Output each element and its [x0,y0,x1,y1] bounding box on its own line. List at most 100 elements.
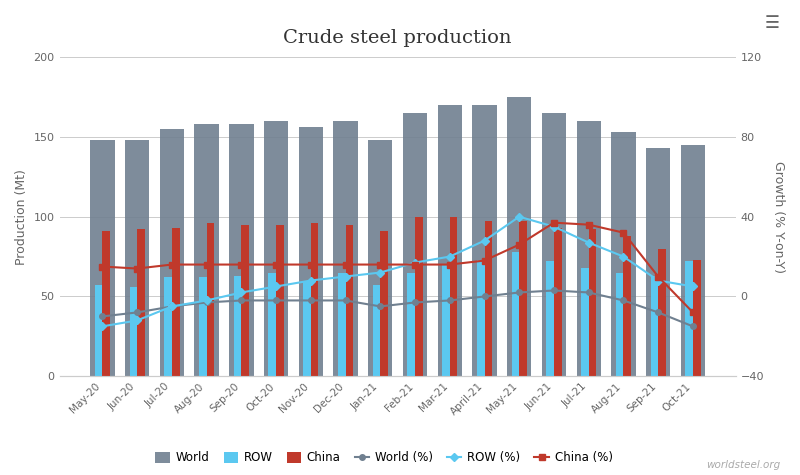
World (%) [132,310,142,315]
World (%) [688,323,698,329]
World (%) [514,290,524,295]
Bar [102,231,110,376]
World (%) [480,294,490,299]
World (%) [445,298,454,304]
Bar [230,124,254,376]
Bar [125,140,150,376]
China (%) [306,262,316,267]
Bar [90,140,114,376]
Bar [542,113,566,376]
Bar [242,225,249,376]
China (%) [445,262,454,267]
Bar [303,281,311,376]
World (%) [410,300,420,305]
Bar [298,127,323,376]
ROW (%) [654,278,663,284]
Bar [338,273,346,376]
Line: World (%): World (%) [100,288,696,329]
World (%) [549,288,558,294]
ROW (%) [271,284,281,289]
Bar [589,229,596,376]
Title: Crude steel production: Crude steel production [283,29,512,47]
Bar [511,252,519,376]
World (%) [167,304,177,309]
Bar [646,148,670,376]
Bar [442,265,450,376]
ROW (%) [410,260,420,266]
Bar [269,273,276,376]
China (%) [688,310,698,315]
Bar [519,221,527,376]
Bar [658,248,666,376]
China (%) [375,262,385,267]
Bar [264,121,288,376]
Bar [477,260,485,376]
Y-axis label: Growth (% Y-on-Y): Growth (% Y-on-Y) [772,161,785,273]
Bar [485,221,492,376]
Bar [681,145,705,376]
China (%) [237,262,246,267]
Bar [438,105,462,376]
Bar [407,273,415,376]
Bar [368,140,393,376]
Bar [577,121,601,376]
Bar [507,97,531,376]
World (%) [618,298,628,304]
Text: ☰: ☰ [765,14,780,32]
Bar [581,268,589,376]
Bar [160,129,184,376]
Bar [686,261,693,376]
ROW (%) [237,290,246,295]
ROW (%) [306,278,316,284]
Bar [311,223,318,376]
China (%) [167,262,177,267]
ROW (%) [98,323,107,329]
Bar [234,276,242,376]
ROW (%) [480,238,490,244]
ROW (%) [688,284,698,289]
Bar [194,124,218,376]
World (%) [271,298,281,304]
World (%) [98,314,107,319]
ROW (%) [375,270,385,275]
Bar [450,217,458,376]
ROW (%) [167,304,177,309]
World (%) [202,300,211,305]
Bar [380,231,388,376]
China (%) [618,230,628,236]
Bar [130,287,137,376]
World (%) [375,304,385,309]
China (%) [549,220,558,226]
China (%) [132,266,142,271]
Bar [611,132,635,376]
Bar [334,121,358,376]
Bar [623,236,631,376]
Bar [554,228,562,376]
China (%) [410,262,420,267]
China (%) [514,242,524,247]
Line: China (%): China (%) [100,220,696,315]
China (%) [98,264,107,269]
World (%) [237,298,246,304]
ROW (%) [445,254,454,259]
Bar [403,113,427,376]
Legend: World, ROW, China, World (%), ROW (%), China (%): World, ROW, China, World (%), ROW (%), C… [150,446,618,469]
Bar [137,229,145,376]
ROW (%) [514,214,524,219]
ROW (%) [549,224,558,229]
Bar [206,223,214,376]
Y-axis label: Production (Mt): Production (Mt) [15,169,28,265]
ROW (%) [202,298,211,304]
Bar [94,285,102,376]
Bar [199,277,206,376]
Bar [164,277,172,376]
ROW (%) [341,274,350,279]
Bar [346,225,354,376]
ROW (%) [132,318,142,323]
China (%) [584,222,594,228]
ROW (%) [618,254,628,259]
Bar [546,261,554,376]
World (%) [584,290,594,295]
World (%) [306,298,316,304]
Bar [650,276,658,376]
